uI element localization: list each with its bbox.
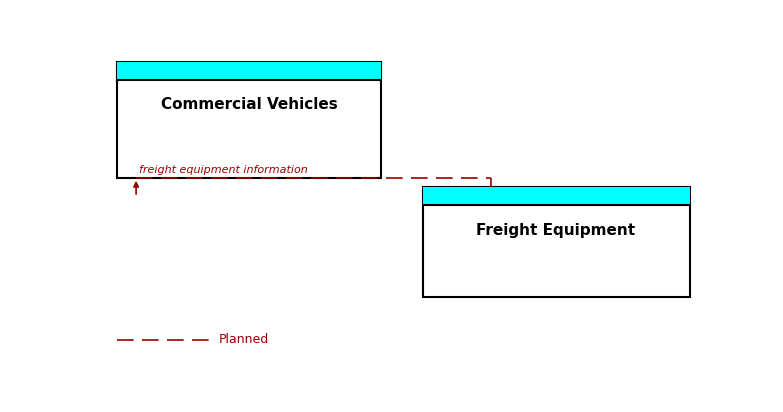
Text: freight equipment information: freight equipment information <box>139 165 308 176</box>
Text: Planned: Planned <box>219 333 269 346</box>
Bar <box>423 187 690 205</box>
Text: Freight Equipment: Freight Equipment <box>477 223 636 238</box>
Text: Commercial Vehicles: Commercial Vehicles <box>161 98 337 112</box>
Bar <box>117 62 381 178</box>
Bar <box>117 62 381 80</box>
Bar <box>423 187 690 297</box>
